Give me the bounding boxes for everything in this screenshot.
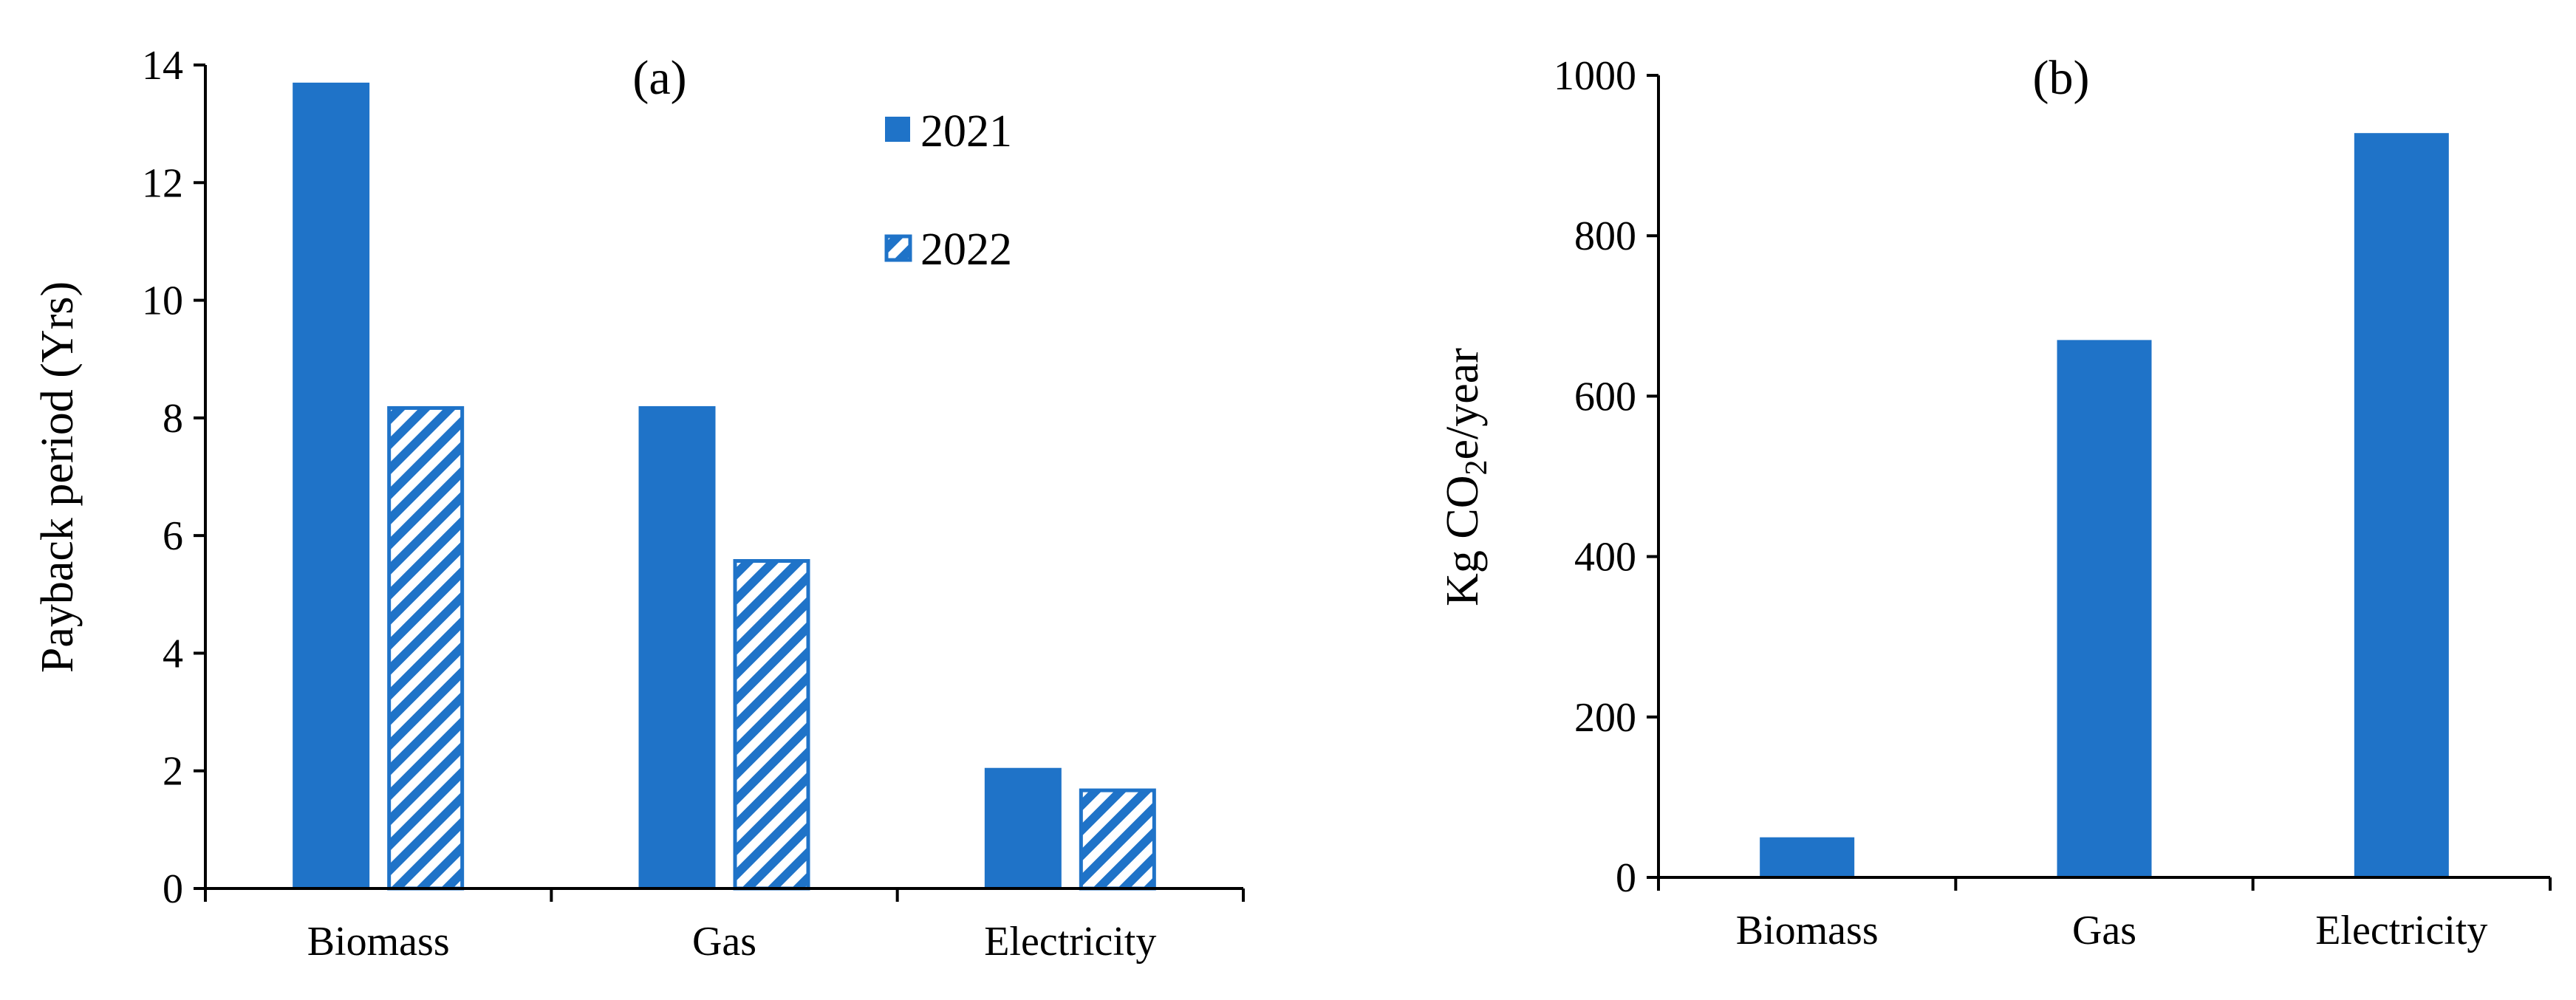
panel-b-label: (b) bbox=[2033, 51, 2090, 105]
bar-2021-gas bbox=[638, 405, 716, 888]
panel-b-x-labels: Biomass Gas Electricity bbox=[1736, 908, 2488, 953]
panel-a-legend: 2021 2022 bbox=[884, 106, 1012, 275]
legend-label-2022: 2022 bbox=[920, 225, 1012, 275]
panel-b-x-label-electricity: Electricity bbox=[2315, 908, 2487, 953]
panel-b-y-tick-label: 1000 bbox=[1554, 53, 1636, 99]
panel-a-x-labels: Biomass Gas Electricity bbox=[307, 919, 1157, 965]
panel-a-y-tick-label: 8 bbox=[163, 396, 183, 442]
panel-a-y-tick-label: 14 bbox=[142, 43, 183, 89]
panel-a-y-tick-label: 2 bbox=[163, 749, 183, 795]
panel-a-y-tick-label: 10 bbox=[142, 278, 183, 324]
panel-b-bars bbox=[1760, 133, 2449, 877]
panel-a-y-tick-label: 6 bbox=[163, 513, 183, 559]
bar-2022-electricity bbox=[1079, 788, 1156, 891]
bar-emissions-gas bbox=[2057, 340, 2152, 877]
bar-2021-biomass bbox=[293, 82, 370, 889]
panel-b-y-tick-label: 200 bbox=[1574, 695, 1636, 741]
panel-a-x-ticks bbox=[204, 888, 1245, 902]
panel-b-y-tick-label: 400 bbox=[1574, 535, 1636, 581]
panel-b-x-ticks bbox=[1657, 877, 2552, 891]
panel-a-x-label-gas: Gas bbox=[692, 919, 756, 965]
panel-a-bars bbox=[293, 82, 1156, 891]
legend-swatch-2021 bbox=[885, 117, 910, 142]
bar-emissions-electricity bbox=[2354, 133, 2449, 877]
panel-a-label: (a) bbox=[632, 51, 686, 105]
panel-a-x-label-electricity: Electricity bbox=[984, 919, 1156, 965]
panel-a-y-axis-title: Payback period (Yrs) bbox=[33, 281, 83, 673]
panel-b-y-ticks: 0 200 400 600 800 1000 bbox=[1554, 53, 1658, 901]
panel-a-y-tick-label: 4 bbox=[163, 631, 183, 677]
panel-a-y-tick-label: 0 bbox=[163, 866, 183, 912]
panel-a-x-label-biomass: Biomass bbox=[307, 919, 450, 965]
panel-a: 0 2 4 6 8 10 12 14 Biomass Gas Electricity Paybac… bbox=[33, 43, 1245, 965]
legend-label-2021: 2021 bbox=[920, 106, 1012, 157]
panel-b-x-label-gas: Gas bbox=[2072, 908, 2136, 953]
panel-a-y-tick-label: 12 bbox=[142, 160, 183, 206]
panel-b-y-axis-title: Kg CO2e/year bbox=[1438, 348, 1494, 606]
panel-a-y-ticks: 0 2 4 6 8 10 12 14 bbox=[142, 43, 205, 912]
bar-2021-electricity bbox=[984, 767, 1062, 888]
bar-2022-gas bbox=[733, 559, 810, 891]
bar-2022-biomass bbox=[387, 405, 465, 891]
bar-emissions-biomass bbox=[1760, 837, 1855, 877]
legend-swatch-2022 bbox=[884, 234, 912, 262]
panel-b-x-label-biomass: Biomass bbox=[1736, 908, 1879, 953]
panel-b-y-tick-label: 800 bbox=[1574, 213, 1636, 259]
panel-b-y-tick-label: 600 bbox=[1574, 374, 1636, 419]
panel-b-y-tick-label: 0 bbox=[1616, 855, 1636, 901]
